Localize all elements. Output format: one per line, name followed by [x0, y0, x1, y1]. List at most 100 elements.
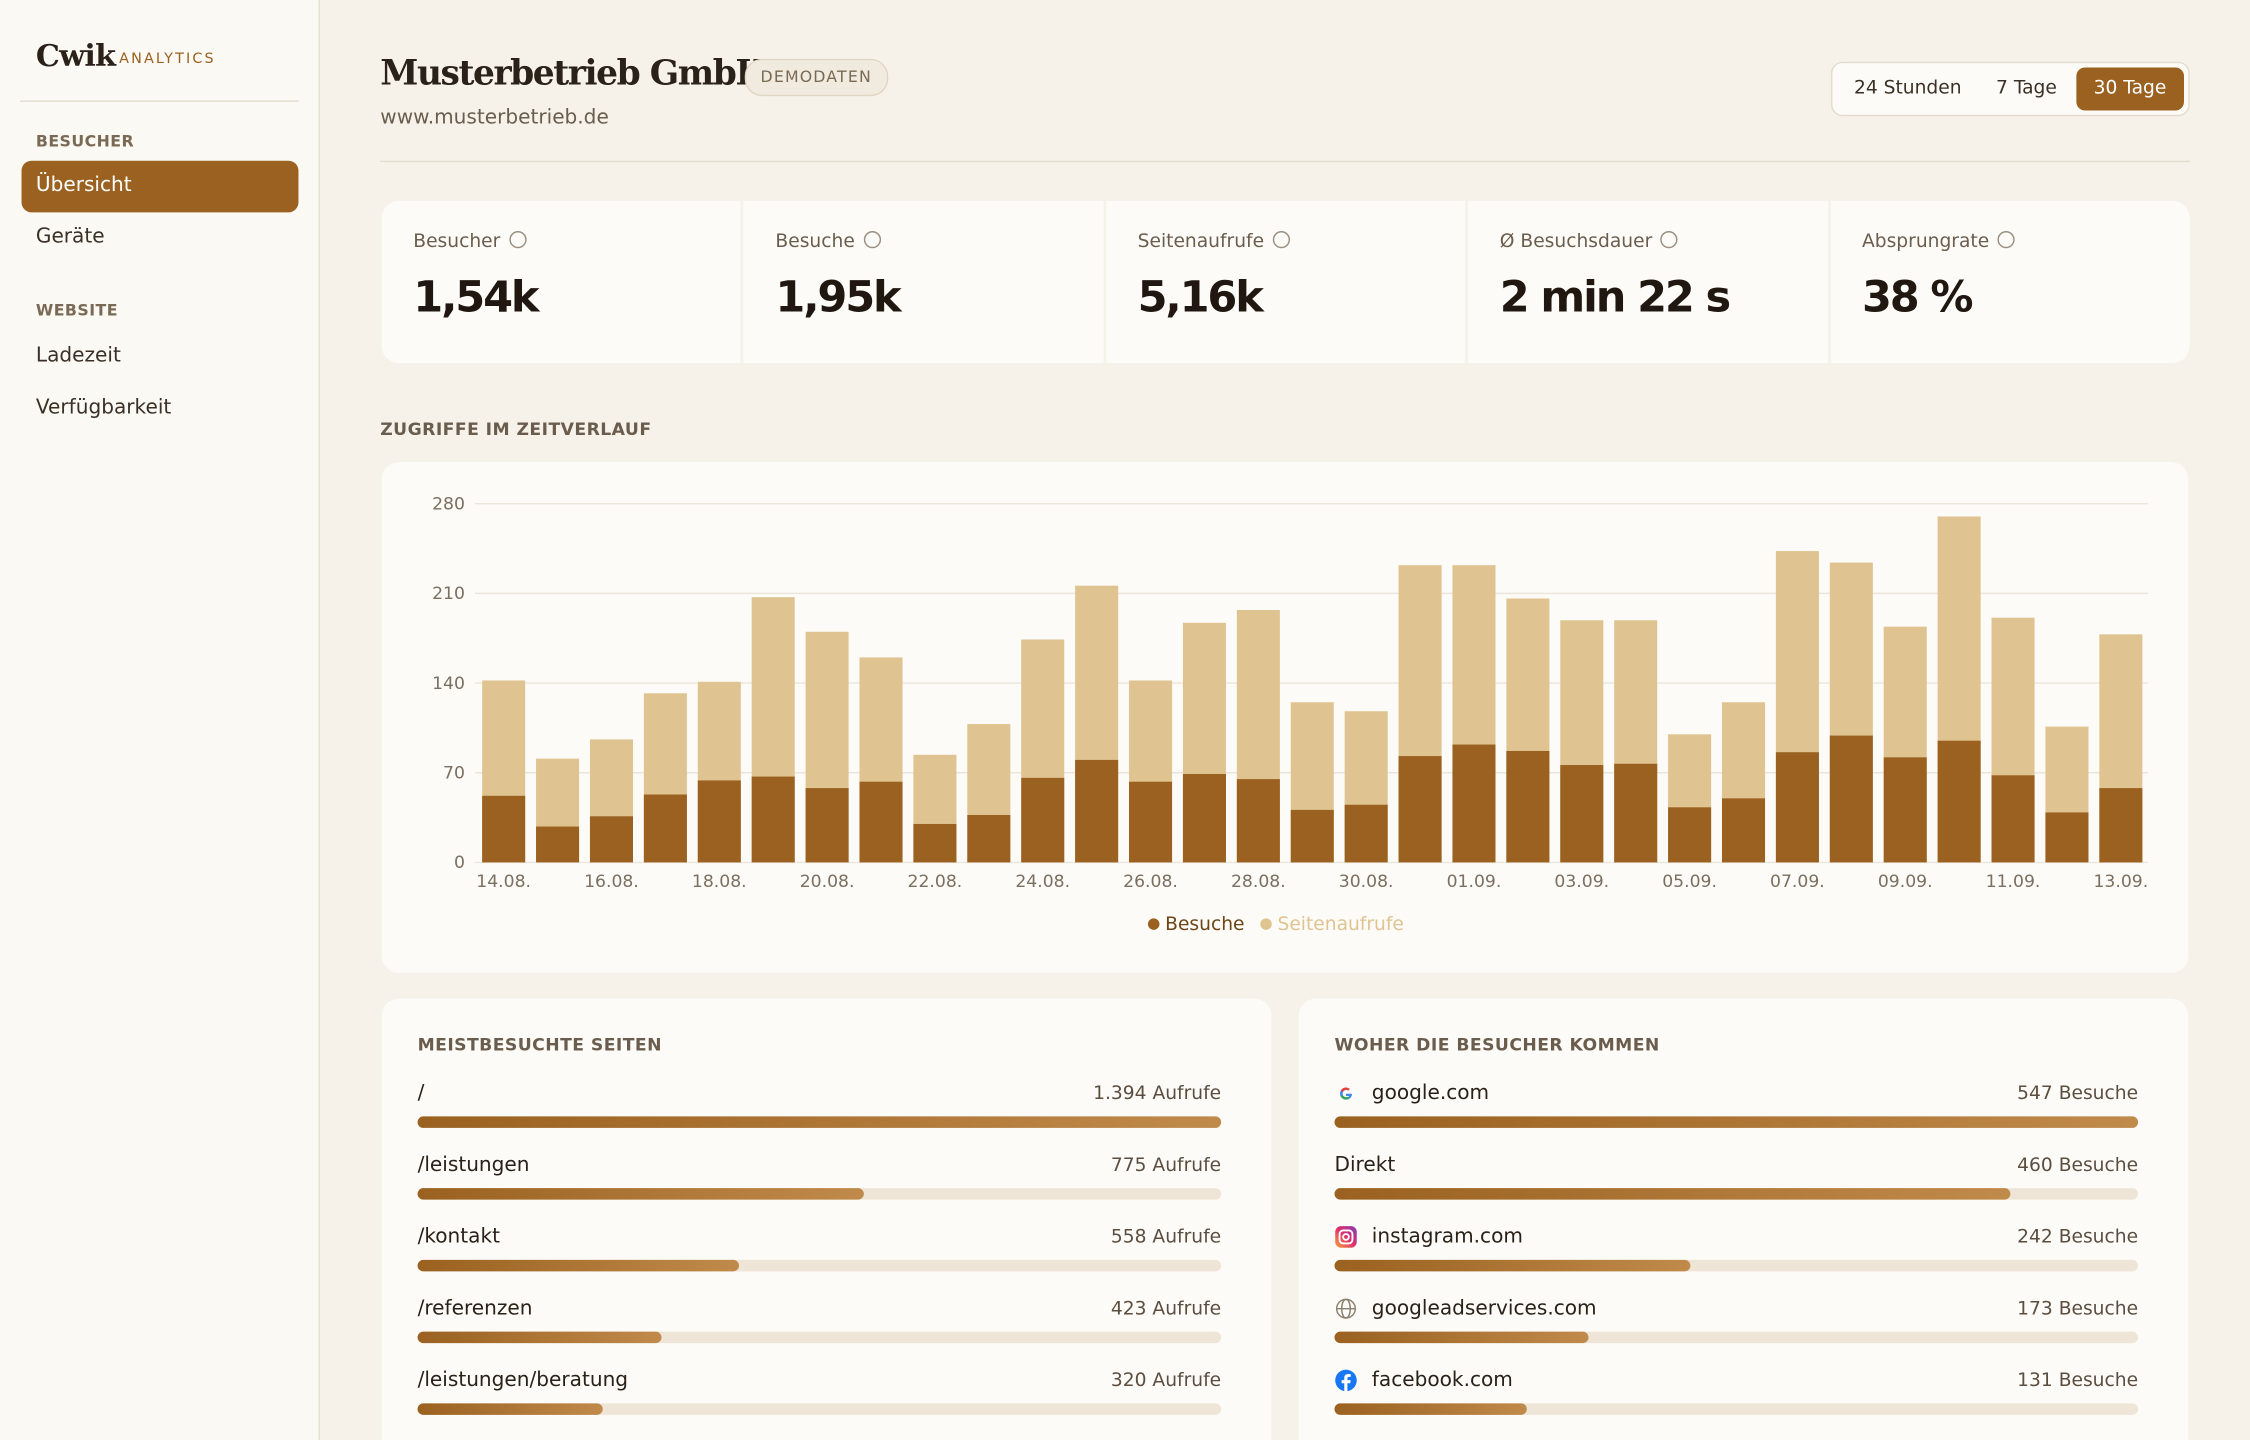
y-tick-label: 140 [432, 674, 465, 694]
bar [1344, 804, 1388, 863]
x-tick-label: 11.09. [1986, 872, 2041, 892]
x-tick-label: 26.08. [1123, 872, 1178, 892]
bar [417, 1403, 603, 1415]
info-icon[interactable] [863, 231, 881, 249]
row-value: 242 Besuche [2017, 1226, 2139, 1249]
bar [1829, 735, 1873, 863]
bar [417, 1116, 1222, 1128]
card-title: WOHER DIE BESUCHER KOMMEN [1334, 1034, 1660, 1055]
bar [1182, 774, 1226, 863]
nav-item[interactable]: Verfügbarkeit [35, 396, 172, 420]
bar [1334, 1116, 2139, 1128]
nav-active[interactable] [21, 160, 299, 213]
row-value: 1.394 Aufrufe [1093, 1083, 1222, 1105]
kpi-label: Absprungrate [1862, 231, 2016, 253]
x-tick-label: 09.09. [1878, 872, 1933, 892]
brand: Cwik [35, 37, 116, 74]
sidebar: Cwik ANALYTICS BESUCHER Übersicht Geräte… [0, 0, 320, 1440]
x-tick-label: 14.08. [476, 872, 531, 892]
divider [20, 100, 299, 102]
legend-swatch [1260, 918, 1272, 930]
bar [2045, 812, 2089, 863]
bar [1560, 765, 1604, 863]
bar [805, 788, 849, 863]
globe-icon [1335, 1298, 1357, 1319]
kpi-card [1106, 200, 1466, 364]
info-icon[interactable] [1660, 231, 1679, 249]
row-value: 320 Aufrufe [1110, 1370, 1222, 1392]
x-tick-label: 01.09. [1447, 872, 1502, 892]
x-tick-label: 16.08. [584, 872, 639, 892]
kpi-label: Ø Besuchsdauer [1500, 231, 1679, 253]
info-icon[interactable] [1272, 231, 1290, 249]
kpi-label: Seitenaufrufe [1138, 231, 1290, 253]
row-label: /leistungen [417, 1153, 530, 1177]
bar [417, 1188, 865, 1200]
range-option[interactable]: 24 Stunden [1853, 77, 1962, 100]
bar [417, 1259, 740, 1272]
bar [1290, 809, 1334, 863]
row-label: /kontakt [417, 1225, 500, 1249]
bar-track [1334, 1403, 2139, 1415]
range-option[interactable]: 7 Tage [1996, 77, 2057, 100]
kpi-value: 2 min 22 s [1499, 272, 1731, 323]
chart-title: ZUGRIFFE IM ZEITVERLAUF [380, 419, 652, 440]
kpi-card [1468, 200, 1828, 364]
x-tick-label: 07.09. [1770, 872, 1825, 892]
info-icon[interactable] [508, 231, 527, 249]
row-value: 558 Aufrufe [1110, 1226, 1222, 1249]
y-tick-label: 70 [443, 763, 465, 783]
bar [1334, 1259, 1691, 1272]
kpi-value: 38 % [1861, 272, 1974, 323]
bar-track [1334, 1259, 2139, 1272]
y-tick-label: 210 [432, 584, 465, 604]
badge: DEMODATEN [744, 58, 888, 97]
bar [697, 780, 741, 863]
legend-label: Seitenaufrufe [1278, 914, 1404, 935]
kpi-card [743, 200, 1104, 364]
row-value: 423 Aufrufe [1110, 1298, 1222, 1321]
bar [1668, 807, 1712, 863]
chart: 0 70 140 210 280 14.08. 16.08. 18.08. 20.08. 22.0… [432, 494, 2148, 935]
row-label: /leistungen/beratung [417, 1368, 629, 1392]
x-tick-label: 30.08. [1339, 872, 1394, 892]
bar [417, 1331, 662, 1344]
range-option[interactable]: 30 Tage [2093, 77, 2167, 100]
row-label: Direkt [1334, 1153, 1396, 1177]
section-title: WEBSITE [35, 301, 118, 320]
legend-label: Besuche [1165, 914, 1244, 935]
kpi-card [1830, 200, 2190, 364]
facebook-icon [1335, 1369, 1357, 1392]
bar [1075, 759, 1119, 863]
row-value: 775 Aufrufe [1110, 1155, 1222, 1177]
x-tick-label: 03.09. [1554, 872, 1609, 892]
bar [1991, 775, 2035, 863]
range-active[interactable] [2076, 67, 2184, 111]
row-label: google.com [1371, 1081, 1490, 1105]
x-tick-label: 28.08. [1231, 872, 1286, 892]
nav-item[interactable]: Ladezeit [35, 344, 121, 368]
bar [589, 816, 634, 863]
section-title: BESUCHER [35, 132, 135, 151]
x-tick-label: 13.09. [2093, 872, 2148, 892]
row-value: 173 Besuche [2017, 1298, 2139, 1321]
brand-sub: ANALYTICS [119, 51, 216, 68]
bar [2099, 788, 2143, 863]
nav-item[interactable]: Übersicht [35, 173, 132, 197]
row-label: instagram.com [1371, 1225, 1523, 1249]
bar [1506, 750, 1550, 863]
bar [536, 826, 580, 863]
row-label: /referenzen [417, 1297, 533, 1321]
bar [1614, 763, 1658, 863]
bar [1398, 756, 1442, 863]
nav-item[interactable]: Geräte [35, 225, 105, 249]
x-tick-label: 24.08. [1015, 872, 1070, 892]
bar [859, 781, 903, 863]
google-icon [1340, 1087, 1353, 1100]
info-icon[interactable] [1997, 231, 2016, 249]
referrers-card [1298, 998, 2189, 1440]
bar [1334, 1188, 2011, 1200]
y-tick-label: 280 [432, 494, 465, 514]
bar [1334, 1331, 1589, 1344]
